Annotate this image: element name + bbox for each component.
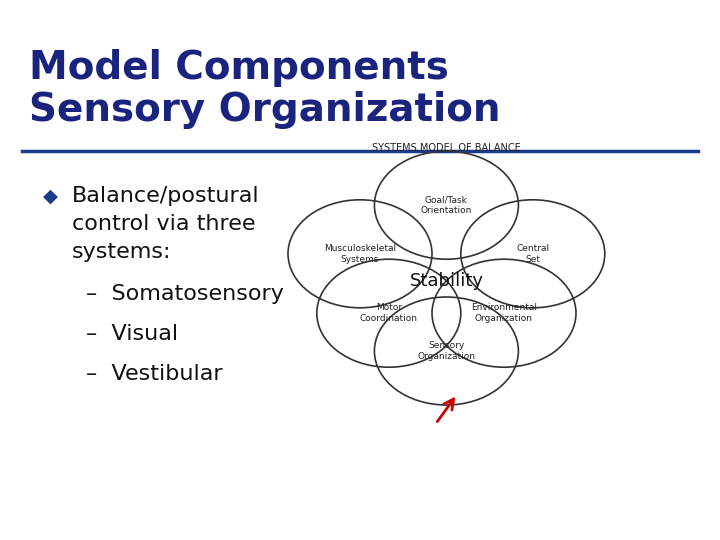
Text: Central
Set: Central Set <box>516 244 549 264</box>
Text: Sensory
Organization: Sensory Organization <box>418 341 475 361</box>
Text: Musculoskeletal
Systems: Musculoskeletal Systems <box>324 244 396 264</box>
Text: –  Visual: – Visual <box>86 324 179 344</box>
Text: SYSTEMS MODEL OF BALANCE: SYSTEMS MODEL OF BALANCE <box>372 143 521 153</box>
Text: –  Vestibular: – Vestibular <box>86 364 223 384</box>
Text: Goal/Task
Orientation: Goal/Task Orientation <box>420 195 472 215</box>
Text: Model Components
Sensory Organization: Model Components Sensory Organization <box>29 49 500 129</box>
Text: Environmental
Organization: Environmental Organization <box>471 303 537 323</box>
Text: Motor
Coordination: Motor Coordination <box>360 303 418 323</box>
Text: –  Somatosensory: – Somatosensory <box>86 284 284 303</box>
Text: Stability: Stability <box>410 272 483 290</box>
Text: ◆: ◆ <box>43 186 58 205</box>
Text: Balance/postural
control via three
systems:: Balance/postural control via three syste… <box>72 186 260 262</box>
